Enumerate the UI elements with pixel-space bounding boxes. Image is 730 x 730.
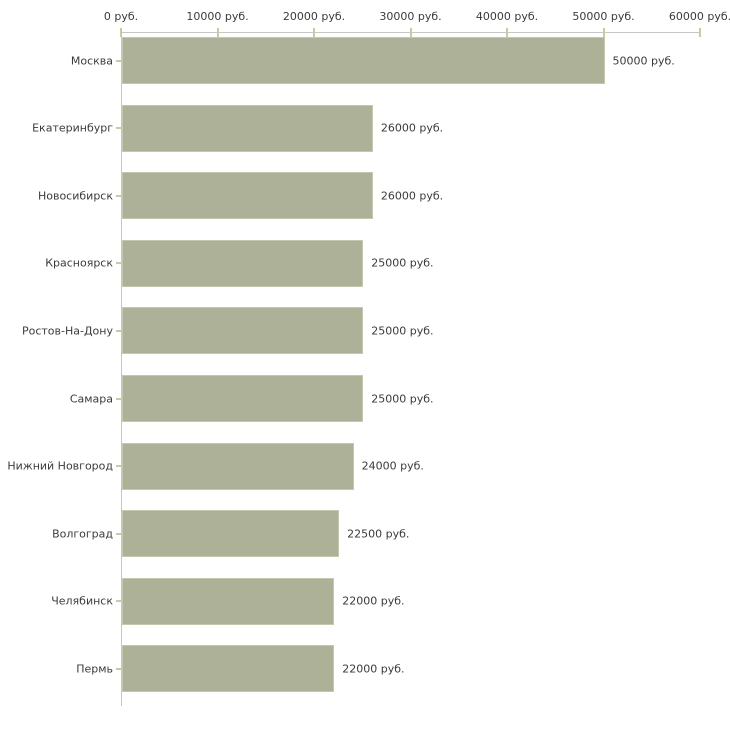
x-axis-tick (120, 28, 122, 37)
category-label: Екатеринбург (32, 121, 113, 135)
bar (122, 375, 364, 422)
y-axis-tick (116, 262, 121, 265)
y-axis-tick (116, 532, 121, 535)
value-label: 22000 руб. (342, 594, 405, 608)
bar (122, 37, 605, 84)
x-axis-tick-label: 60000 руб. (668, 10, 730, 23)
value-label: 22000 руб. (342, 662, 405, 676)
bar (122, 239, 364, 287)
y-axis-line (121, 32, 122, 706)
x-axis-tick (409, 28, 412, 37)
y-axis-tick (116, 194, 121, 197)
category-label: Пермь (76, 662, 113, 676)
x-axis-tick (602, 28, 605, 37)
y-axis-tick (116, 667, 121, 670)
x-axis-tick (699, 28, 701, 37)
x-axis-tick (216, 28, 219, 37)
x-axis-tick-label: 0 руб. (103, 10, 139, 23)
value-label: 26000 руб. (380, 189, 444, 203)
category-label: Самара (69, 392, 113, 405)
category-label: Новосибирск (37, 189, 113, 203)
y-axis-tick (116, 397, 121, 400)
x-axis-tick-label: 40000 руб. (475, 10, 539, 23)
y-axis-tick (116, 59, 121, 62)
y-axis-tick (116, 329, 121, 332)
bar (122, 307, 364, 355)
category-label: Ростов-На-Дону (21, 324, 113, 338)
x-axis-tick-label: 10000 руб. (186, 10, 249, 23)
category-label: Москва (70, 54, 113, 67)
value-label: 50000 руб. (612, 54, 675, 67)
value-label: 24000 руб. (361, 459, 424, 473)
y-axis-tick (116, 127, 121, 130)
value-label: 25000 руб. (371, 256, 434, 270)
x-axis-tick (313, 28, 315, 37)
x-axis-tick-label: 20000 руб. (282, 10, 346, 23)
y-axis-tick (116, 465, 121, 468)
category-label: Челябинск (51, 594, 113, 608)
bar (122, 104, 373, 152)
category-label: Красноярск (45, 256, 113, 270)
x-axis-tick-label: 50000 руб. (572, 10, 635, 23)
y-axis-tick (116, 600, 121, 603)
category-label: Нижний Новгород (7, 459, 113, 473)
bar (122, 172, 373, 220)
value-label: 25000 руб. (371, 392, 434, 405)
category-label: Волгоград (52, 527, 113, 541)
bar (122, 510, 340, 558)
value-label: 25000 руб. (371, 324, 434, 338)
value-label: 22500 руб. (347, 527, 410, 541)
x-axis-tick-label: 30000 руб. (379, 10, 442, 23)
bar (122, 577, 335, 625)
bar (122, 645, 335, 693)
bar (122, 442, 354, 490)
value-label: 26000 руб. (380, 121, 444, 135)
x-axis-tick (506, 28, 508, 37)
